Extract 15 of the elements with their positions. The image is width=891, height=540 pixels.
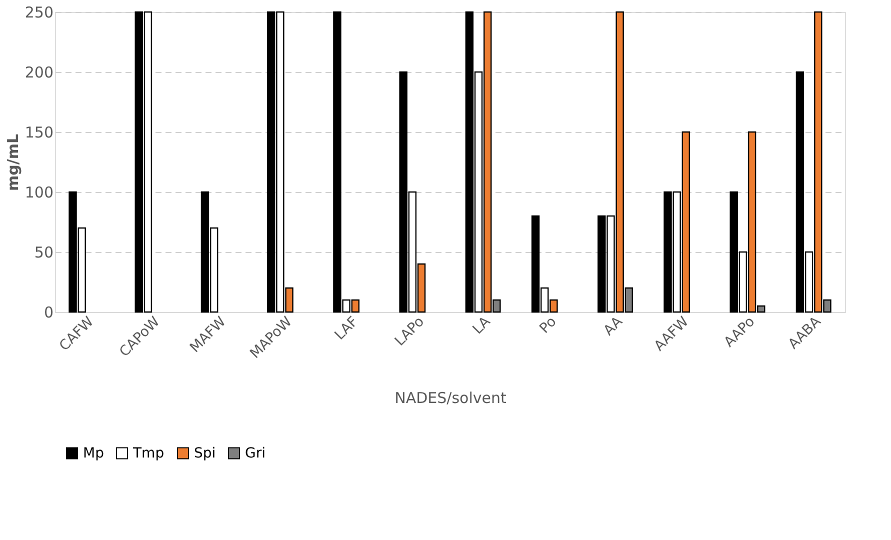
x-tick-label: Po [536,314,560,337]
legend-label: Tmp [132,445,164,462]
y-tick-label: 250 [24,4,54,22]
legend-label: Mp [83,445,104,462]
legend-label: Gri [245,445,266,462]
y-tick-label: 0 [44,304,54,322]
y-tick-label: 50 [34,244,54,262]
y-tick-label: 100 [24,184,54,202]
x-axis-title: NADES/solvent [394,389,506,408]
y-tick-label: 200 [24,64,54,82]
x-tick-label: AA [600,313,626,339]
legend-label: Spi [194,445,216,462]
y-axis-title: mg/mL [4,134,22,192]
x-tick-label: LA [470,313,494,338]
y-tick-label: 150 [24,124,54,142]
